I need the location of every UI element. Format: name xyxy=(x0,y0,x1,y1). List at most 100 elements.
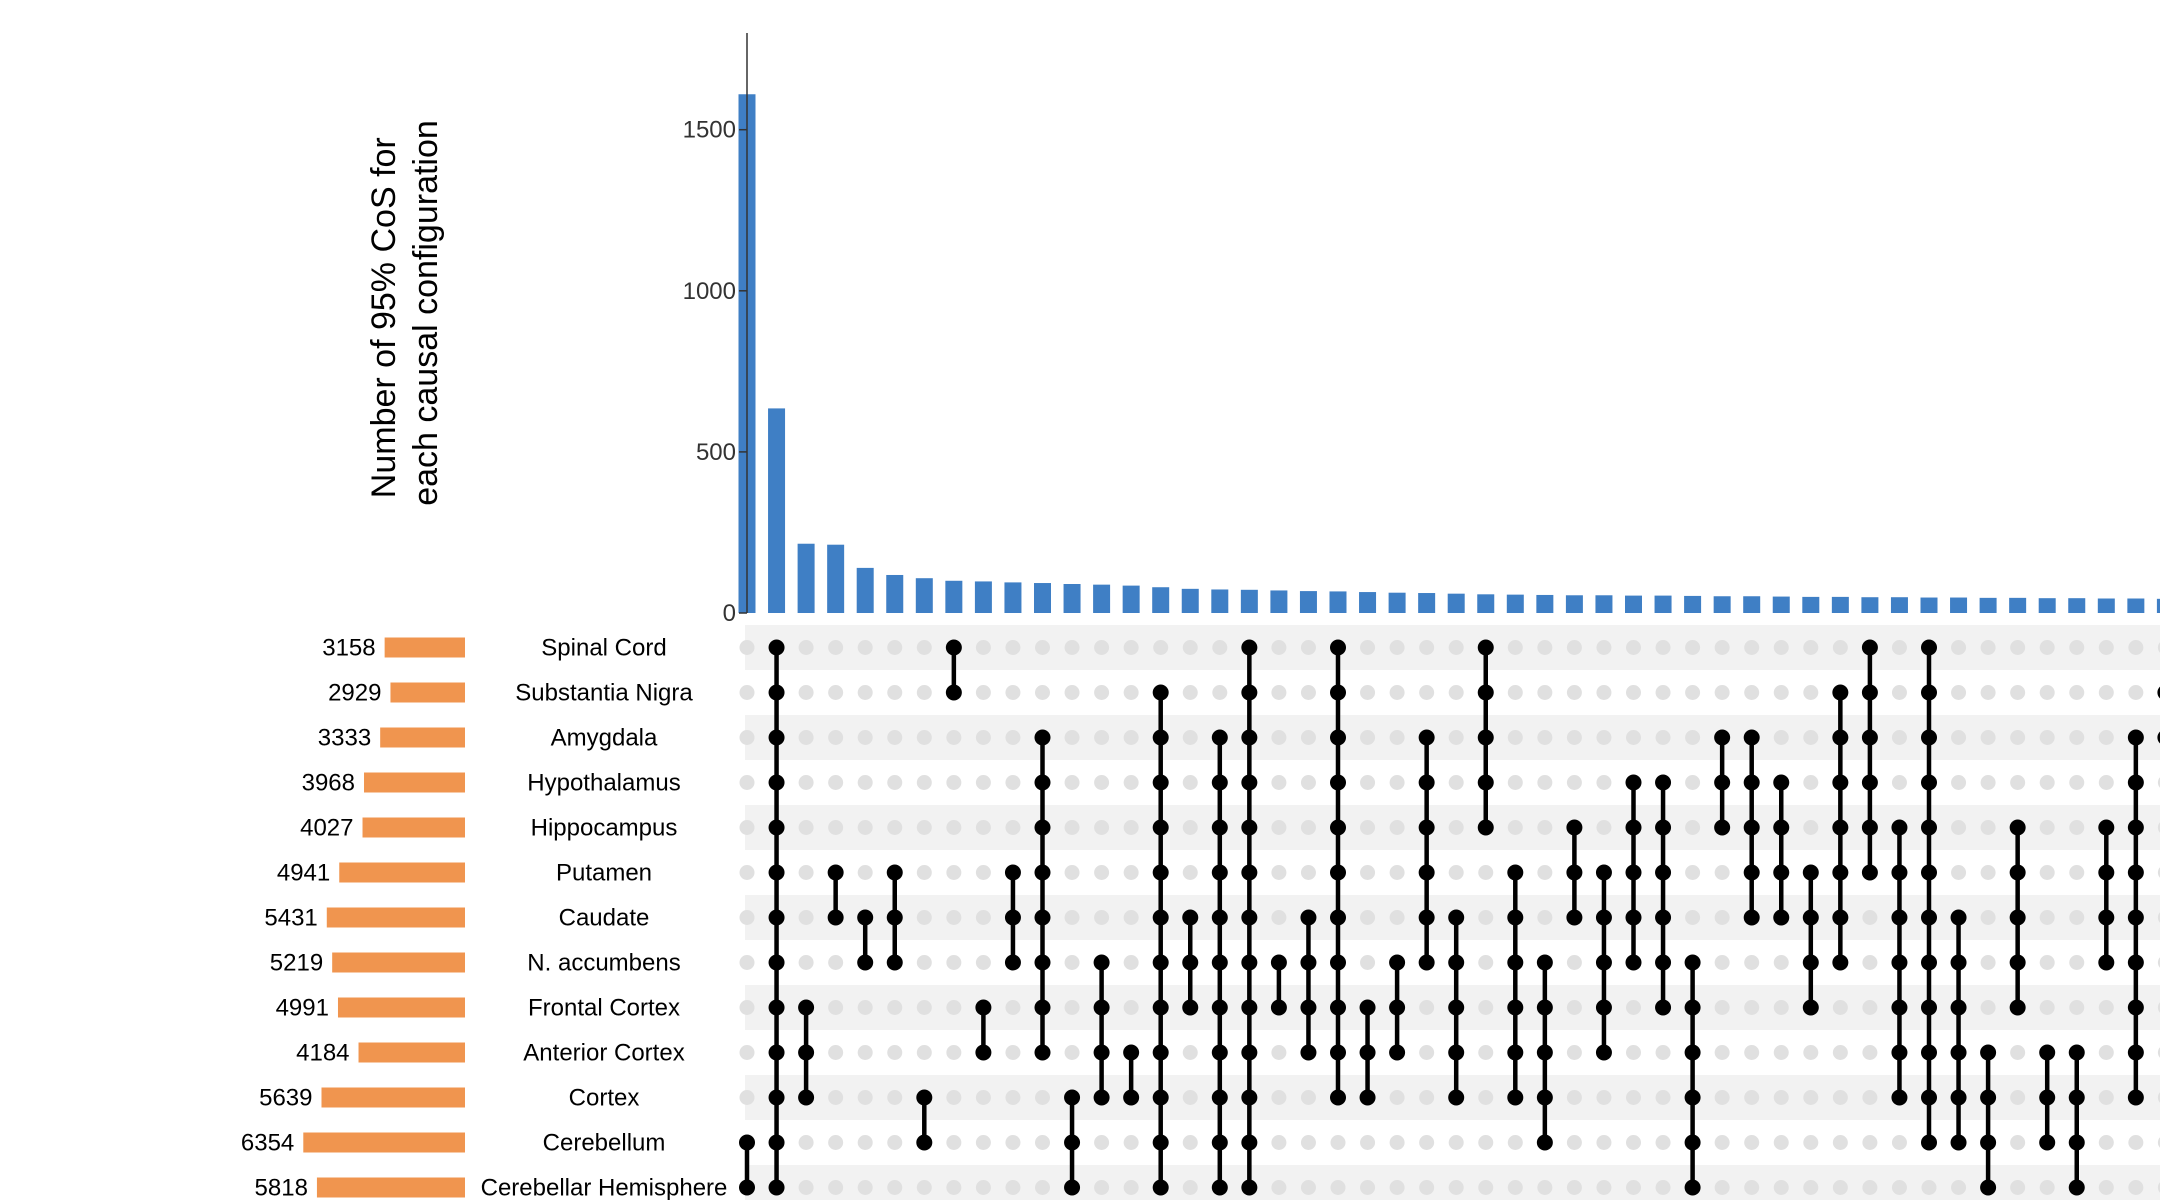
matrix-dot-empty-c7-r7 xyxy=(916,910,932,925)
intersection-y-tick-label-1500: 1500 xyxy=(683,117,736,144)
matrix-dot-empty-c5-r13 xyxy=(857,1180,873,1195)
matrix-dot-filled-c31-hippocampus xyxy=(1625,819,1642,836)
matrix-dot-empty-c42-r5 xyxy=(1951,820,1967,835)
matrix-dot-filled-c30-n-accumbens xyxy=(1595,954,1612,971)
set-size-value-putamen: 4941 xyxy=(277,860,330,887)
matrix-dot-empty-c20-r5 xyxy=(1300,820,1316,835)
matrix-dot-filled-c2-spinal-cord xyxy=(768,639,785,656)
matrix-dot-empty-c8-r3 xyxy=(946,730,962,745)
matrix-dot-empty-c28-r13 xyxy=(1537,1180,1553,1195)
matrix-dot-empty-c39-r8 xyxy=(1862,955,1878,970)
matrix-dot-empty-c24-r12 xyxy=(1419,1135,1435,1150)
intersection-bar-18 xyxy=(1240,589,1258,613)
matrix-dot-filled-c24-putamen xyxy=(1418,864,1435,881)
matrix-dot-empty-c4-r13 xyxy=(828,1180,844,1195)
matrix-dot-empty-c14-r3 xyxy=(1123,730,1139,745)
matrix-dot-empty-c39-r10 xyxy=(1862,1045,1878,1060)
matrix-dot-filled-c47-putamen xyxy=(2098,864,2115,881)
matrix-dot-filled-c36-hypothalamus xyxy=(1773,774,1790,791)
intersection-y-axis: 0 500 1000 1500 xyxy=(683,33,748,627)
intersection-bar-44 xyxy=(2009,597,2027,613)
intersection-bar-11 xyxy=(1034,583,1051,613)
matrix-dot-empty-c3-r13 xyxy=(798,1180,814,1195)
matrix-dot-filled-c16-n-accumbens xyxy=(1182,954,1199,971)
matrix-dot-filled-c15-cerebellar-hemisphere xyxy=(1152,1179,1169,1196)
matrix-dot-empty-c8-r10 xyxy=(946,1045,962,1060)
matrix-dot-empty-c34-r12 xyxy=(1714,1135,1730,1150)
matrix-dot-empty-c33-r7 xyxy=(1685,910,1701,925)
matrix-dot-empty-c37-r3 xyxy=(1803,730,1819,745)
matrix-dot-empty-c49-r13 xyxy=(2157,1182,2160,1193)
matrix-dot-filled-c17-hippocampus xyxy=(1211,819,1228,836)
matrix-dot-empty-c30-r1 xyxy=(1596,640,1612,655)
matrix-dot-filled-c12-cerebellar-hemisphere xyxy=(1064,1179,1081,1196)
matrix-dot-empty-c25-r6 xyxy=(1448,865,1464,880)
matrix-dot-empty-c45-r8 xyxy=(2039,955,2055,970)
set-size-value-cerebellar-hemisphere: 5818 xyxy=(255,1175,308,1200)
matrix-dot-empty-c10-r9 xyxy=(1005,1000,1021,1015)
intersection-bar-39 xyxy=(1861,597,1879,613)
matrix-dot-empty-c1-r10 xyxy=(739,1045,755,1060)
matrix-dot-filled-c21-putamen xyxy=(1330,864,1346,881)
matrix-dot-filled-c20-anterior-cortex xyxy=(1300,1044,1317,1061)
matrix-dot-empty-c30-r2 xyxy=(1596,685,1612,700)
matrix-dot-empty-c48-r13 xyxy=(2128,1180,2144,1195)
matrix-dot-filled-c48-putamen xyxy=(2127,864,2144,881)
matrix-dot-empty-c23-r11 xyxy=(1389,1090,1405,1105)
matrix-dot-filled-c23-n-accumbens xyxy=(1389,954,1406,971)
matrix-dot-filled-c39-spinal-cord xyxy=(1861,639,1878,656)
matrix-dot-empty-c29-r1 xyxy=(1566,640,1582,655)
matrix-dot-filled-c2-cerebellar-hemisphere xyxy=(768,1179,785,1196)
matrix-dot-filled-c3-cortex xyxy=(798,1089,815,1106)
matrix-dot-empty-c27-r1 xyxy=(1507,640,1523,655)
matrix-dot-filled-c24-hippocampus xyxy=(1418,819,1435,836)
matrix-dot-empty-c39-r7 xyxy=(1862,910,1878,925)
matrix-dot-empty-c8-r8 xyxy=(946,955,962,970)
matrix-dot-filled-c11-frontal-cortex xyxy=(1034,999,1051,1016)
matrix-dot-empty-c31-r10 xyxy=(1626,1045,1641,1060)
set-name-cerebellar-hemisphere: Cerebellar Hemisphere xyxy=(481,1175,728,1200)
matrix-dot-empty-c6-r1 xyxy=(887,640,903,655)
matrix-dot-empty-c36-r10 xyxy=(1773,1045,1789,1060)
matrix-dot-filled-c33-frontal-cortex xyxy=(1684,999,1701,1016)
matrix-dot-filled-c35-amygdala xyxy=(1743,729,1760,746)
matrix-dot-empty-c40-r13 xyxy=(1891,1180,1907,1195)
matrix-dot-empty-c12-r8 xyxy=(1064,955,1080,970)
matrix-dot-filled-c37-caudate xyxy=(1802,909,1819,926)
matrix-dot-empty-c24-r9 xyxy=(1419,1000,1435,1015)
matrix-dot-filled-c1-cerebellum xyxy=(739,1134,755,1151)
matrix-dot-empty-c47-r1 xyxy=(2098,640,2114,655)
matrix-dot-empty-c28-r6 xyxy=(1537,865,1553,880)
matrix-dot-filled-c20-caudate xyxy=(1300,909,1317,926)
matrix-dot-filled-c10-putamen xyxy=(1004,864,1021,881)
matrix-dot-empty-c20-r4 xyxy=(1300,775,1316,790)
matrix-dot-filled-c21-caudate xyxy=(1330,909,1346,926)
matrix-dot-empty-c40-r2 xyxy=(1891,685,1907,700)
set-size-bar-spinal-cord xyxy=(384,637,465,658)
set-size-bar-hypothalamus xyxy=(364,772,465,793)
matrix-dot-empty-c29-r10 xyxy=(1566,1045,1582,1060)
matrix-dot-empty-c46-r4 xyxy=(2069,775,2085,790)
matrix-dot-filled-c48-caudate xyxy=(2127,909,2144,926)
matrix-dot-filled-c36-putamen xyxy=(1773,864,1790,881)
matrix-dot-empty-c39-r13 xyxy=(1862,1180,1878,1195)
matrix-dot-empty-c3-r2 xyxy=(798,685,814,700)
matrix-dot-filled-c25-anterior-cortex xyxy=(1448,1044,1465,1061)
matrix-dot-filled-c31-n-accumbens xyxy=(1625,954,1642,971)
matrix-dot-empty-c14-r6 xyxy=(1123,865,1139,880)
matrix-dot-empty-c23-r3 xyxy=(1389,730,1405,745)
intersection-bar-16 xyxy=(1181,588,1199,613)
matrix-dot-empty-c42-r1 xyxy=(1951,640,1967,655)
matrix-dot-empty-c24-r1 xyxy=(1419,640,1435,655)
matrix-dot-filled-c41-cerebellum xyxy=(1921,1134,1937,1151)
set-name-putamen: Putamen xyxy=(556,860,652,887)
matrix-dot-filled-c18-hippocampus xyxy=(1241,819,1258,836)
matrix-dot-filled-c8-substantia-nigra xyxy=(945,684,962,701)
matrix-dot-empty-c7-r8 xyxy=(916,955,932,970)
matrix-dot-filled-c39-hippocampus xyxy=(1861,819,1878,836)
intersection-bar-35 xyxy=(1743,596,1761,613)
matrix-dot-filled-c42-cerebellum xyxy=(1950,1134,1967,1151)
matrix-dot-filled-c18-cortex xyxy=(1241,1089,1258,1106)
matrix-dot-filled-c15-anterior-cortex xyxy=(1152,1044,1169,1061)
matrix-dot-empty-c17-r2 xyxy=(1212,685,1228,700)
